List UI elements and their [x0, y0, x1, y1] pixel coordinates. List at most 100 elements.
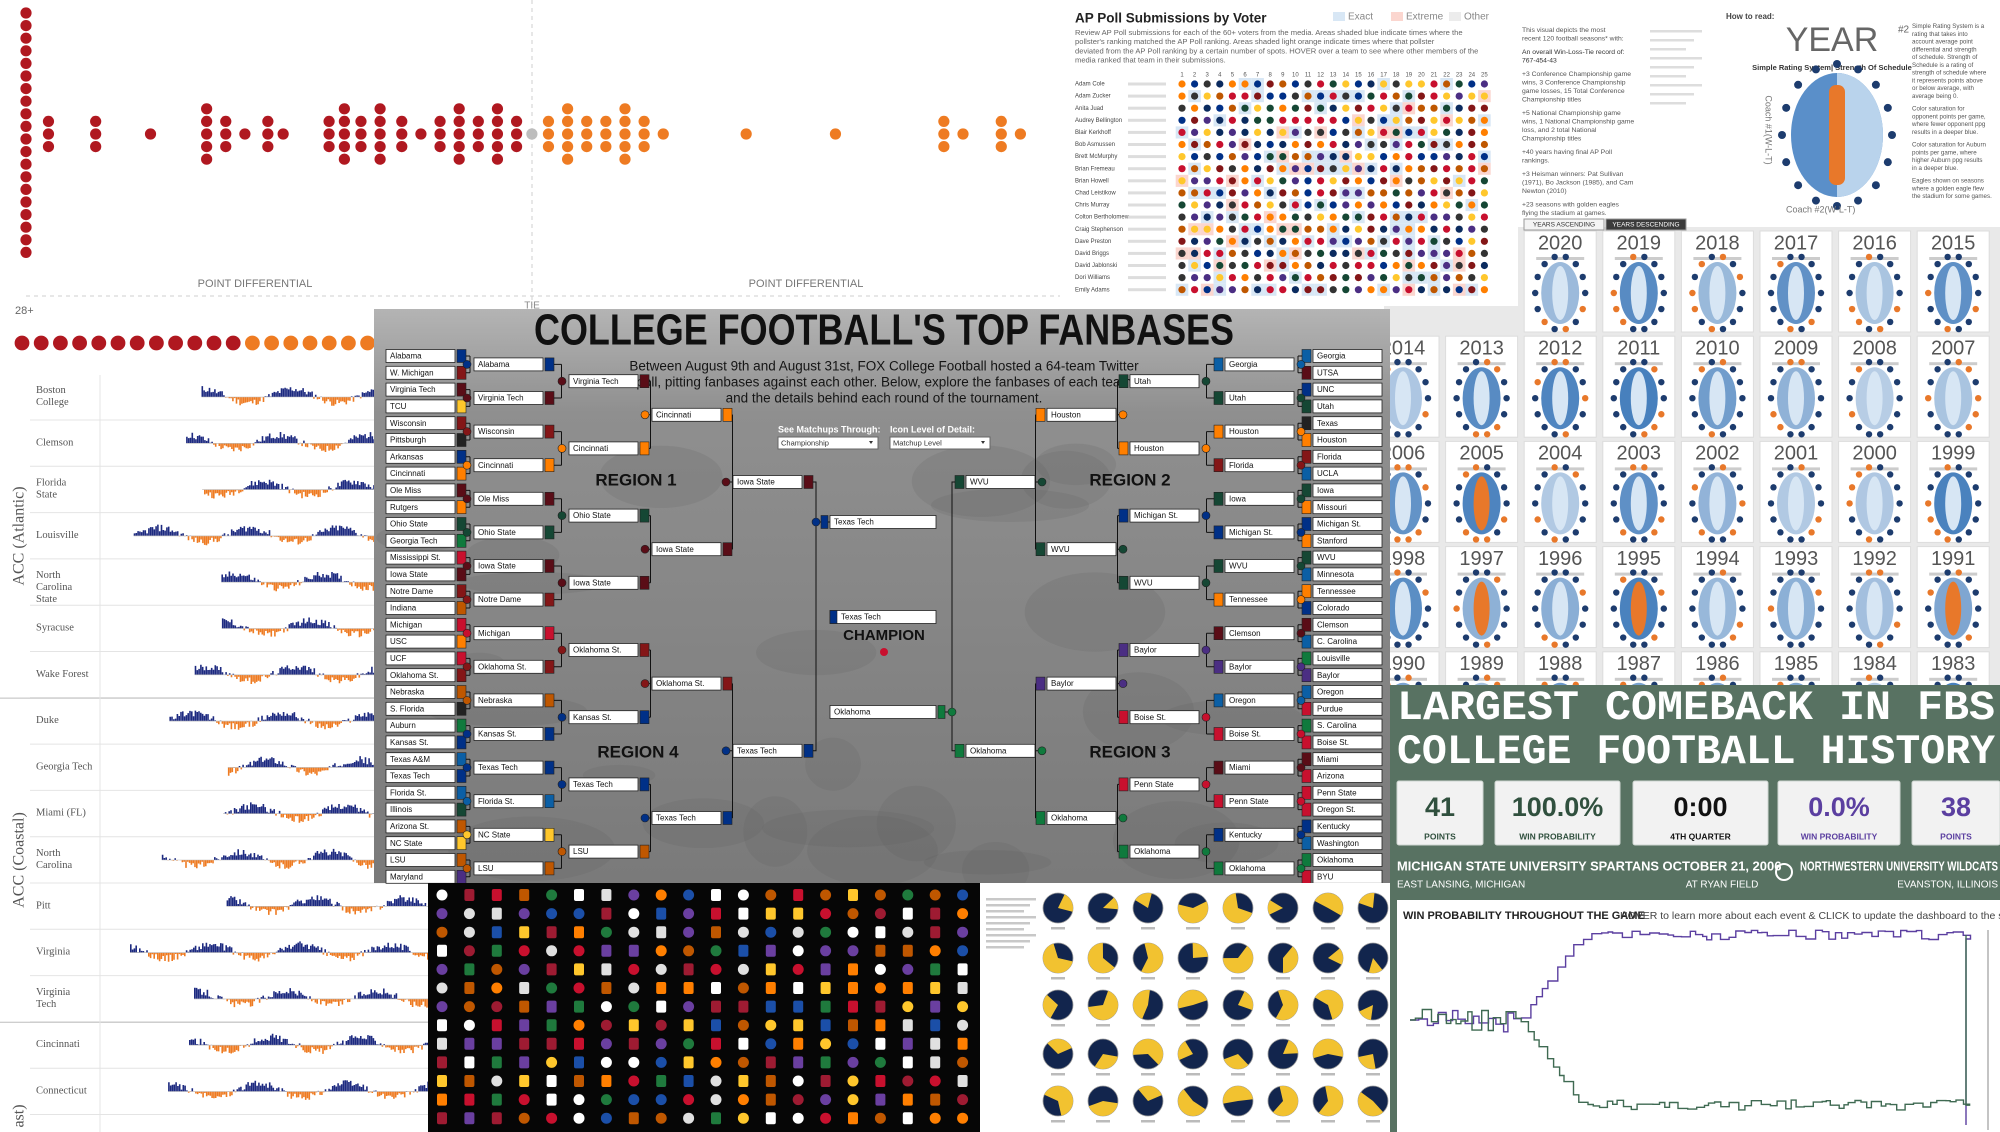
team-name[interactable]: Kansas St. [573, 713, 612, 722]
team-box[interactable] [1312, 399, 1383, 414]
team-name[interactable]: Penn State [1317, 788, 1357, 797]
team-name[interactable]: Texas Tech [478, 763, 518, 772]
team-name[interactable]: Kansas St. [390, 738, 429, 747]
team-box[interactable] [385, 517, 456, 531]
team-name[interactable]: Texas Tech [390, 772, 430, 781]
team-box[interactable] [385, 349, 456, 363]
team-name[interactable]: Iowa [1317, 486, 1334, 495]
team-box[interactable] [385, 685, 456, 699]
team-name[interactable]: S. Carolina [1317, 721, 1357, 730]
team-box[interactable] [385, 466, 456, 481]
team-name[interactable]: NC State [390, 839, 423, 848]
team-name[interactable]: LSU [573, 847, 589, 856]
team-box[interactable] [473, 525, 544, 540]
team-name[interactable]: Boise St. [1317, 738, 1349, 747]
team-name[interactable]: Arizona [1317, 772, 1345, 781]
team-box[interactable] [473, 659, 544, 674]
team-name[interactable]: Baylor [1229, 662, 1252, 671]
team-name[interactable]: Florida St. [478, 797, 514, 806]
team-name[interactable]: LSU [478, 864, 494, 873]
team-name[interactable]: Pittsburgh [390, 436, 426, 445]
team-name[interactable]: Michigan St. [1134, 511, 1178, 520]
team-box[interactable] [1312, 365, 1383, 380]
team-name[interactable]: Louisville [1317, 654, 1350, 663]
team-name[interactable]: Iowa State [478, 562, 516, 571]
team-box[interactable] [473, 424, 544, 439]
team-name[interactable]: Oregon St. [1317, 805, 1356, 814]
team-name[interactable]: Alabama [390, 352, 422, 361]
team-box[interactable] [385, 802, 456, 817]
team-name[interactable]: Georgia [1229, 360, 1258, 369]
team-name[interactable]: Michigan St. [1317, 520, 1361, 529]
team-box[interactable] [1312, 466, 1383, 481]
team-name[interactable]: Boise St. [1134, 713, 1166, 722]
team-box[interactable] [385, 853, 456, 867]
team-box[interactable] [568, 643, 639, 657]
team-box[interactable] [385, 785, 456, 800]
team-name[interactable]: Cincinnati [478, 461, 513, 470]
team-box[interactable] [385, 869, 456, 884]
team-box[interactable] [1312, 685, 1383, 699]
team-box[interactable] [1312, 701, 1383, 716]
team-box[interactable] [568, 374, 639, 389]
team-name[interactable]: Kentucky [1317, 822, 1350, 831]
team-box[interactable] [473, 491, 544, 506]
team-name[interactable]: WVU [1134, 578, 1153, 587]
team-name[interactable]: Virginia Tech [390, 385, 436, 394]
team-name[interactable]: Ole Miss [390, 486, 421, 495]
team-box[interactable] [1224, 458, 1295, 473]
team-name[interactable]: Oklahoma [1229, 864, 1266, 873]
team-name[interactable]: Mississippi St. [390, 553, 441, 562]
team-box[interactable] [1224, 391, 1295, 405]
team-box[interactable] [385, 433, 456, 447]
team-name[interactable]: Indiana [390, 604, 417, 613]
team-box[interactable] [1224, 727, 1295, 741]
team-name[interactable]: Oklahoma [834, 708, 871, 717]
team-box[interactable] [1129, 710, 1200, 725]
dropdown-value[interactable]: Championship [781, 438, 829, 447]
team-box[interactable] [1129, 643, 1200, 657]
team-name[interactable]: W. Michigan [390, 368, 434, 377]
team-name[interactable]: Missouri [1317, 503, 1347, 512]
team-box[interactable] [1312, 785, 1383, 800]
team-box[interactable] [1224, 424, 1295, 439]
team-name[interactable]: Virginia Tech [573, 377, 619, 386]
team-name[interactable]: Oklahoma [1317, 856, 1354, 865]
team-name[interactable]: Penn State [1229, 797, 1269, 806]
team-name[interactable]: Ole Miss [478, 494, 509, 503]
team-name[interactable]: Miami [1317, 755, 1339, 764]
team-name[interactable]: WVU [1229, 562, 1248, 571]
team-name[interactable]: Oregon [1317, 688, 1344, 697]
team-box[interactable] [385, 399, 456, 414]
team-name[interactable]: Arizona St. [390, 822, 429, 831]
team-box[interactable] [1224, 760, 1295, 775]
team-name[interactable]: Oklahoma [970, 746, 1007, 755]
team-box[interactable] [732, 475, 803, 489]
team-name[interactable]: WVU [1051, 545, 1070, 554]
team-box[interactable] [1224, 693, 1295, 708]
team-box[interactable] [473, 794, 544, 809]
team-box[interactable] [385, 752, 456, 767]
team-box[interactable] [651, 542, 722, 557]
team-name[interactable]: Baylor [1134, 646, 1157, 655]
team-box[interactable] [385, 500, 456, 515]
team-name[interactable]: Oklahoma St. [478, 662, 526, 671]
team-name[interactable]: Clemson [1229, 629, 1261, 638]
team-box[interactable] [568, 575, 639, 590]
team-box[interactable] [568, 441, 639, 456]
team-name[interactable]: Nebraska [390, 688, 425, 697]
team-box[interactable] [1224, 491, 1295, 506]
team-name[interactable]: UNC [1317, 385, 1335, 394]
team-name[interactable]: BYU [1317, 872, 1334, 881]
team-box[interactable] [1312, 617, 1383, 632]
team-box[interactable] [385, 416, 456, 431]
team-box[interactable] [385, 567, 456, 582]
team-box[interactable] [1312, 802, 1383, 817]
team-box[interactable] [385, 634, 456, 649]
team-name[interactable]: Ohio State [478, 528, 516, 537]
team-name[interactable]: Arkansas [390, 452, 423, 461]
team-box[interactable] [1224, 794, 1295, 809]
team-name[interactable]: Texas Tech [737, 746, 777, 755]
team-box[interactable] [473, 458, 544, 473]
team-name[interactable]: Iowa [1229, 494, 1246, 503]
